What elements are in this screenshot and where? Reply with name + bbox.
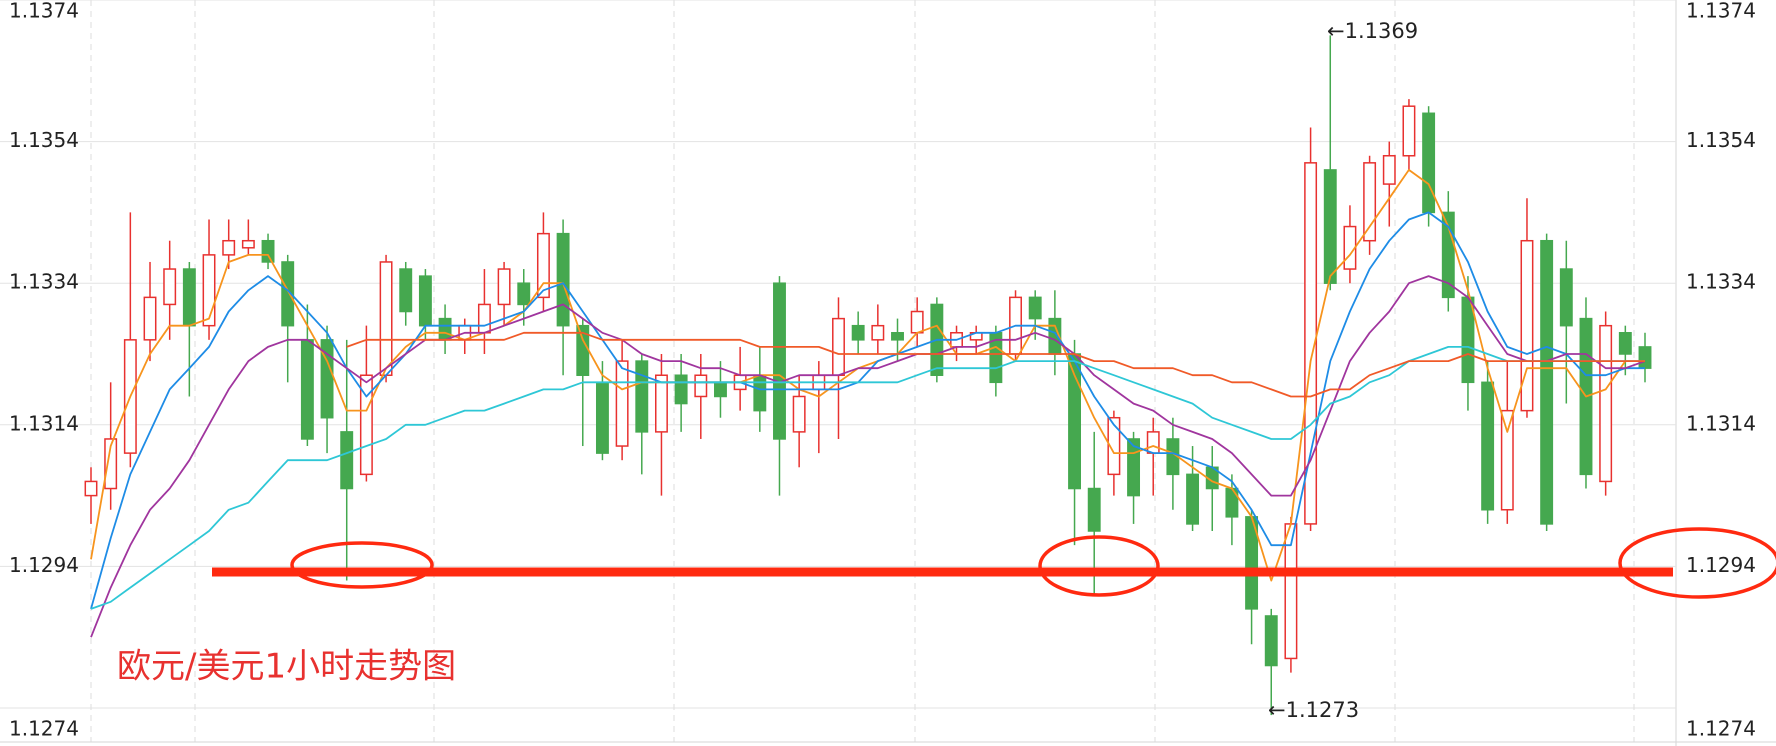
candle-body: [84, 480, 98, 497]
candle-body: [1618, 332, 1632, 355]
candle-body: [1402, 105, 1416, 157]
moving-averages: [90, 169, 1646, 638]
y-tick-label-right: 1.1374: [1686, 0, 1756, 23]
candle-body: [1363, 162, 1377, 242]
candle-body: [163, 268, 177, 306]
candle-body: [261, 239, 275, 263]
candle-body: [655, 374, 668, 433]
candle-body: [477, 303, 491, 334]
candle-body: [281, 261, 295, 327]
candle-body: [1028, 296, 1042, 320]
candle-body: [536, 232, 550, 299]
candle-body: [910, 310, 924, 334]
y-tick-label: 1.1354: [9, 128, 79, 152]
y-tick-label: 1.1294: [9, 553, 79, 577]
y-tick-label-right: 1.1274: [1686, 717, 1756, 741]
candle-body: [1599, 324, 1613, 483]
candle-body: [1382, 155, 1396, 185]
candle-body: [143, 296, 157, 341]
candle-body: [851, 324, 865, 341]
candle-body: [753, 374, 767, 412]
moving-average-line: [346, 331, 1645, 398]
y-tick-label-right: 1.1314: [1686, 411, 1756, 435]
candle-body: [714, 381, 727, 398]
candle-body: [438, 317, 452, 341]
y-tick-label-right: 1.1334: [1686, 270, 1756, 294]
annotations: ←1.1369 ←1.1273 欧元/美元1小时走势图: [117, 19, 1776, 722]
candle-body: [497, 268, 511, 306]
y-tick-label: 1.1334: [9, 270, 79, 294]
y-tick-label: 1.1274: [9, 717, 79, 741]
candle-body: [1422, 112, 1436, 214]
candle-body: [300, 339, 314, 440]
candle-body: [379, 261, 393, 376]
candle-body: [182, 268, 196, 327]
candle-body: [320, 339, 334, 419]
candle-body: [1559, 268, 1573, 327]
candle-body: [517, 282, 531, 306]
candle-body: [556, 232, 570, 327]
candle-body: [871, 324, 885, 341]
highlight-circle: [1618, 527, 1776, 599]
candle-body: [674, 374, 688, 405]
candle-body: [418, 275, 432, 327]
candle-body: [340, 431, 354, 490]
candle-body: [1264, 615, 1278, 667]
chart-title: 欧元/美元1小时走势图: [117, 647, 456, 687]
candle-body: [1461, 296, 1475, 384]
candle-body: [792, 395, 806, 433]
candle-body: [1127, 438, 1141, 497]
candle-body: [1481, 381, 1495, 511]
candle-body: [222, 239, 236, 256]
candle-body: [1186, 473, 1200, 525]
y-tick-label: 1.1314: [9, 411, 79, 435]
candle-body: [1638, 346, 1652, 369]
candle-body: [1304, 162, 1318, 525]
moving-average-line: [90, 211, 1645, 610]
candle-body: [1500, 409, 1514, 511]
candle-body: [1323, 169, 1337, 284]
candle-body: [202, 254, 216, 327]
candle-body: [891, 332, 904, 341]
moving-average-line: [90, 169, 1645, 582]
y-tick-label-right: 1.1294: [1686, 553, 1756, 577]
y-tick-label-right: 1.1354: [1686, 128, 1756, 152]
highlight-circle: [1038, 535, 1160, 597]
moving-average-line: [90, 346, 1645, 610]
candle-body: [1107, 416, 1121, 476]
candle-body: [1441, 211, 1455, 299]
y-tick-label: 1.1374: [9, 0, 79, 23]
highlight-circle: [290, 541, 434, 589]
annotation: ←1.1273: [1268, 698, 1359, 722]
candle-body: [1087, 487, 1101, 532]
candle-body: [832, 317, 845, 376]
candle-body: [694, 374, 708, 398]
candle-body: [595, 381, 609, 454]
candle-body: [359, 374, 373, 476]
annotation: ←1.1369: [1327, 19, 1418, 43]
candle-body: [635, 360, 649, 433]
candle-body: [773, 282, 786, 440]
candle-body: [104, 438, 118, 490]
candle-body: [1540, 239, 1554, 525]
candle-body: [615, 360, 629, 447]
candle-body: [1146, 431, 1160, 454]
candle-body: [399, 268, 413, 313]
candle-body: [1520, 239, 1534, 412]
candle-body: [241, 239, 255, 249]
moving-average-line: [90, 275, 1646, 638]
